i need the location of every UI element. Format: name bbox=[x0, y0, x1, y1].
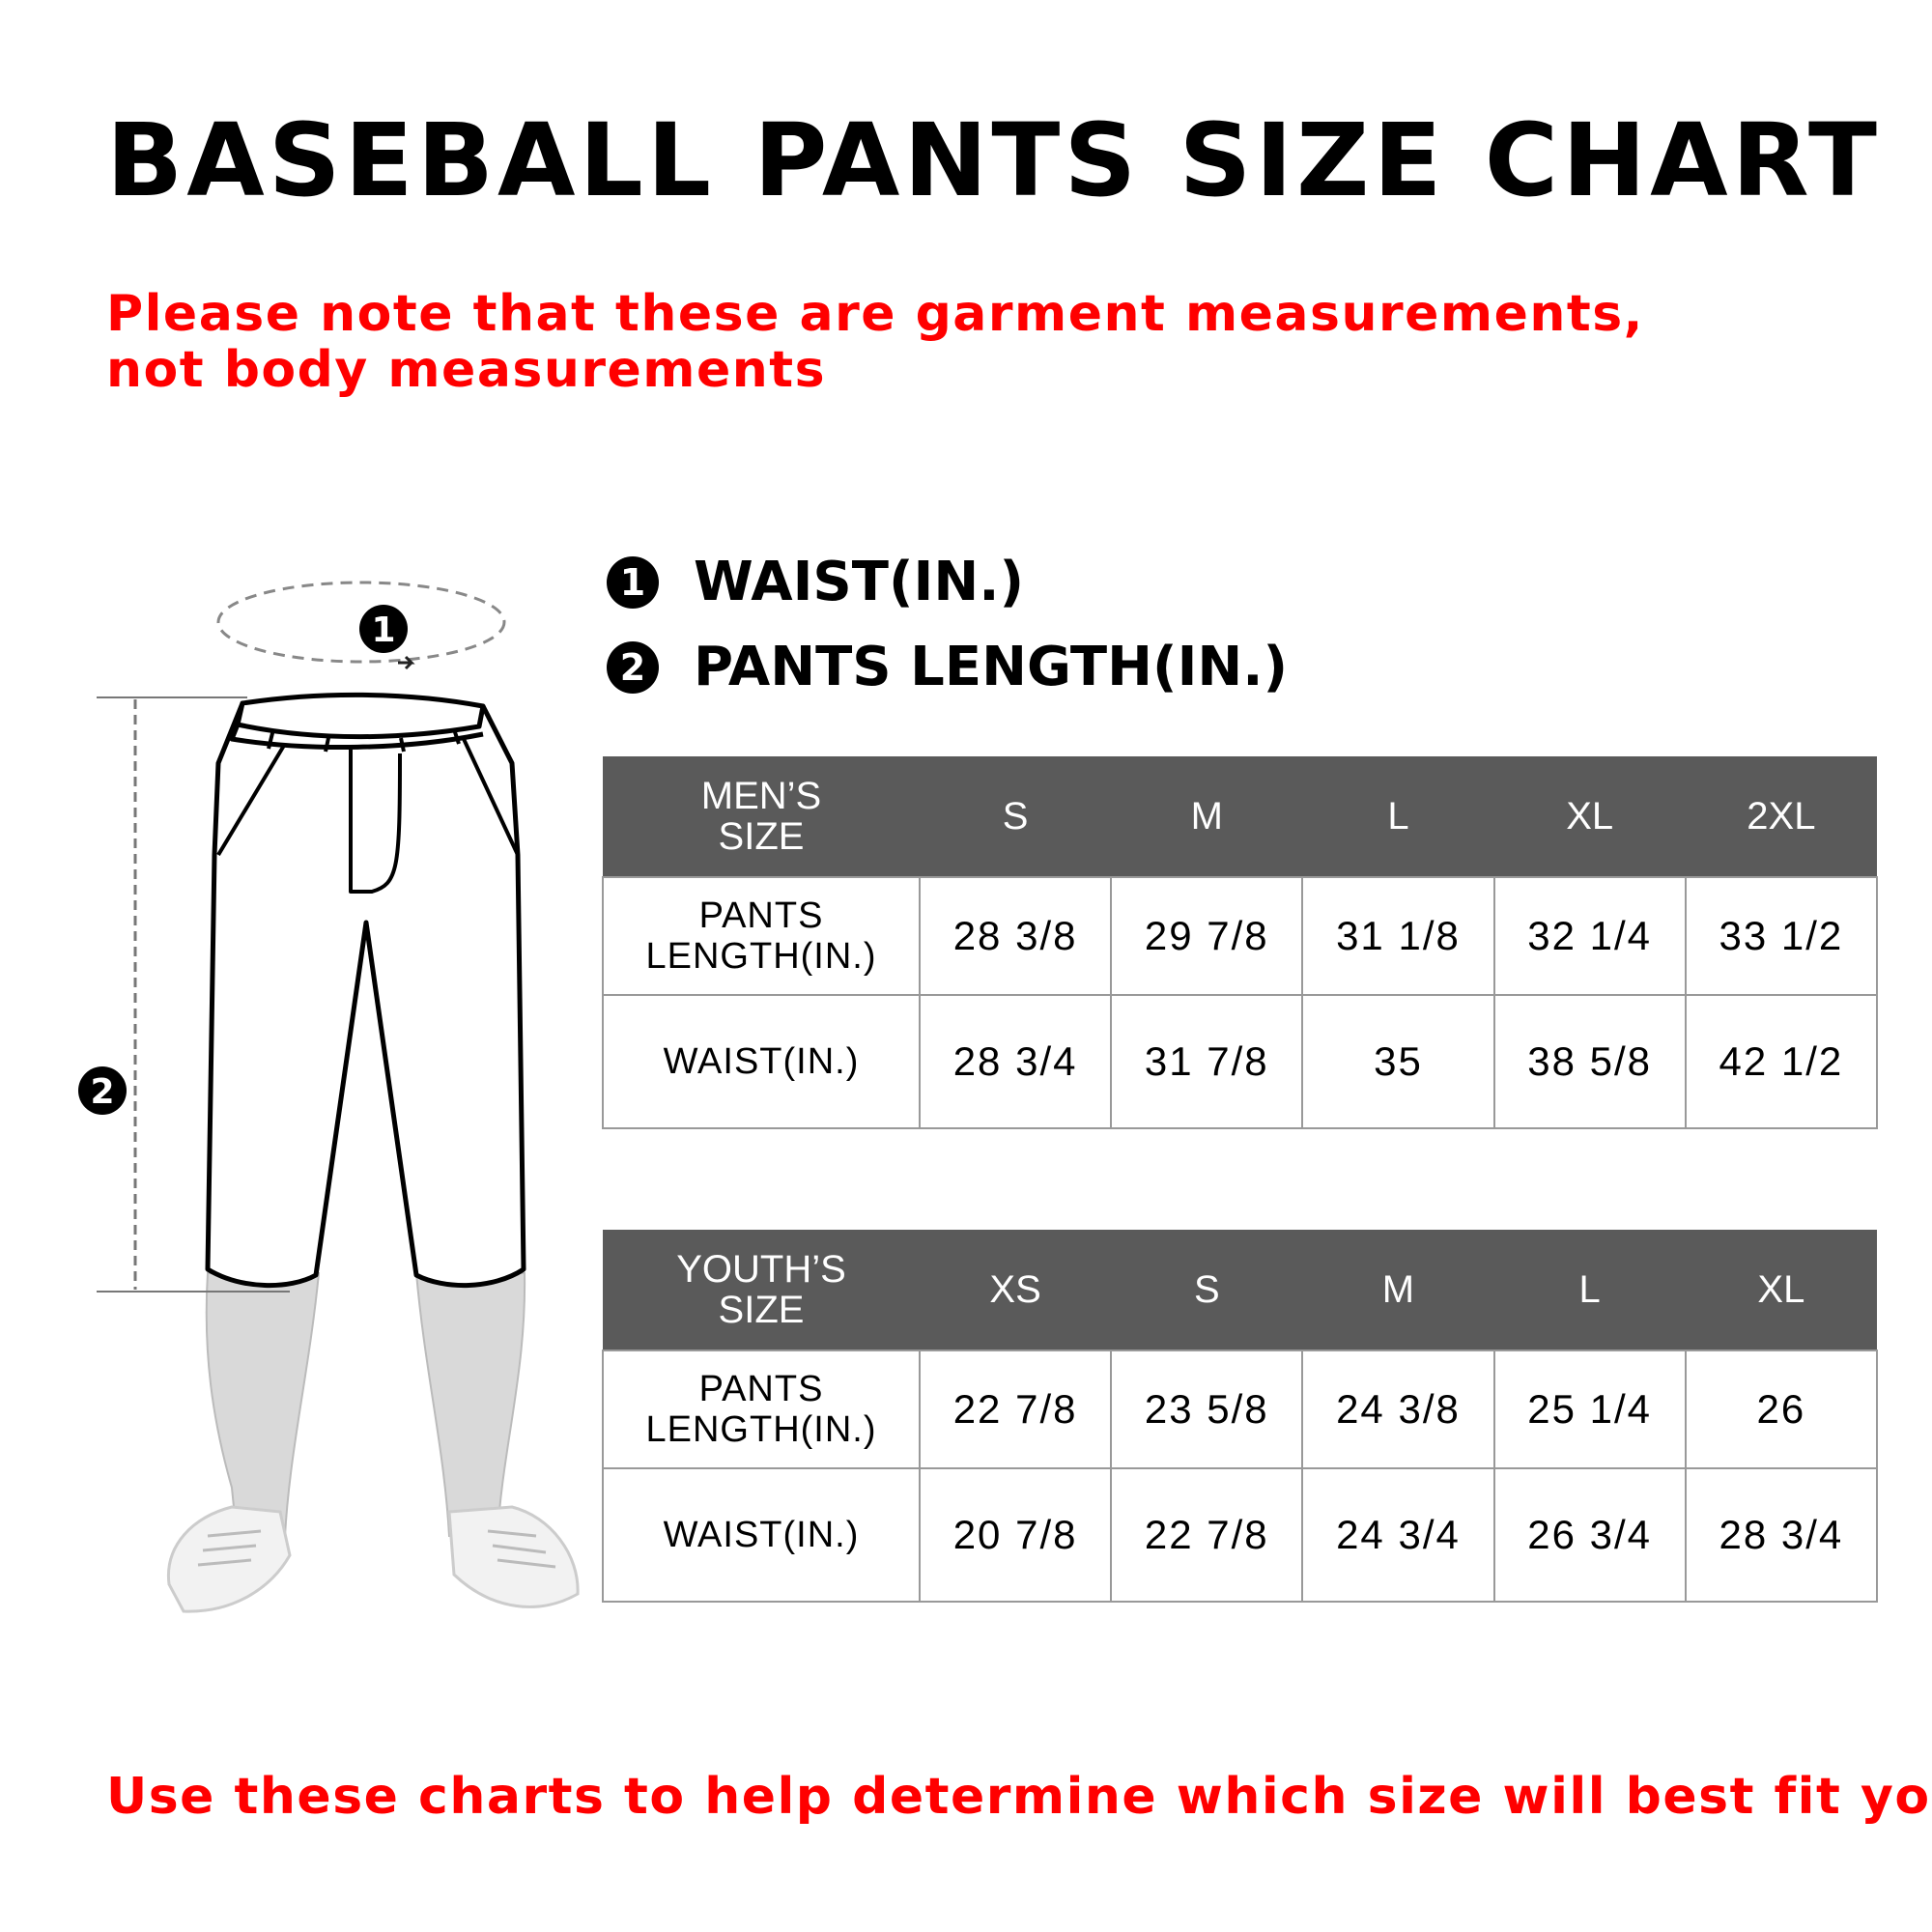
table-cell: 32 1/4 bbox=[1492, 876, 1687, 996]
header-cell: M bbox=[1302, 1230, 1494, 1350]
table-cell: 24 3/8 bbox=[1301, 1350, 1495, 1469]
waist-measure-ellipse bbox=[216, 581, 506, 664]
arrow-icon bbox=[398, 655, 415, 670]
table-cell: 35 bbox=[1301, 994, 1495, 1129]
row-label: WAIST(IN.) bbox=[602, 994, 921, 1129]
table-cell: 28 3/4 bbox=[1684, 1467, 1879, 1603]
shoe-right-icon bbox=[447, 1505, 580, 1608]
table-cell: 22 7/8 bbox=[918, 1350, 1113, 1469]
number-1-icon: 1 bbox=[607, 555, 659, 609]
garment-note: Please note that these are garment measu… bbox=[106, 285, 1644, 399]
pants-outline bbox=[205, 692, 526, 1289]
legend-waist: 1 WAIST(IN.) bbox=[607, 551, 1024, 613]
header-cell: L bbox=[1493, 1230, 1686, 1350]
table-cell: 28 3/4 bbox=[918, 994, 1113, 1129]
shoe-left-icon bbox=[166, 1505, 292, 1613]
table-cell: 25 1/4 bbox=[1492, 1350, 1687, 1469]
youth-size-table: YOUTH’S SIZE XS S M L XL PANTS LENGTH(IN… bbox=[602, 1230, 1879, 1603]
pants-diagram: 1 2 bbox=[78, 581, 580, 1613]
table-cell: 28 3/8 bbox=[918, 876, 1113, 996]
sock-left bbox=[205, 1272, 321, 1537]
table-header-row: MEN’S SIZE S M L XL 2XL bbox=[603, 756, 1877, 877]
badge-length-icon: 2 bbox=[78, 1066, 127, 1115]
table-cell: 38 5/8 bbox=[1492, 994, 1687, 1129]
legend-pants-length: 2 PANTS LENGTH(IN.) bbox=[607, 636, 1288, 698]
table-cell: 31 7/8 bbox=[1110, 994, 1304, 1129]
legend-label: WAIST(IN.) bbox=[694, 551, 1025, 613]
svg-text:2: 2 bbox=[90, 1072, 114, 1112]
svg-text:1: 1 bbox=[371, 611, 395, 650]
table-cell: 33 1/2 bbox=[1684, 876, 1879, 996]
header-cell: S bbox=[920, 756, 1112, 877]
header-cell: S bbox=[1111, 1230, 1303, 1350]
header-cell: XL bbox=[1685, 1230, 1877, 1350]
table-row: PANTS LENGTH(IN.) 28 3/8 29 7/8 31 1/8 3… bbox=[602, 876, 1879, 996]
legend-label: PANTS LENGTH(IN.) bbox=[694, 636, 1289, 698]
header-cell: 2XL bbox=[1685, 756, 1877, 877]
table-row: WAIST(IN.) 20 7/8 22 7/8 24 3/4 26 3/4 2… bbox=[602, 1467, 1879, 1603]
number-2-icon: 2 bbox=[607, 640, 659, 694]
sock-right bbox=[414, 1272, 526, 1537]
header-cell: MEN’S SIZE bbox=[603, 756, 920, 877]
footer-note: Use these charts to help determine which… bbox=[106, 1768, 1932, 1826]
header-cell: YOUTH’S SIZE bbox=[603, 1230, 920, 1350]
row-label: WAIST(IN.) bbox=[602, 1467, 921, 1603]
table-cell: 31 1/8 bbox=[1301, 876, 1495, 996]
page-title: BASEBALL PANTS SIZE CHART bbox=[106, 101, 1881, 219]
table-header-row: YOUTH’S SIZE XS S M L XL bbox=[603, 1230, 1877, 1350]
mens-size-table: MEN’S SIZE S M L XL 2XL PANTS LENGTH(IN.… bbox=[602, 756, 1879, 1129]
table-cell: 20 7/8 bbox=[918, 1467, 1113, 1603]
table-cell: 23 5/8 bbox=[1110, 1350, 1304, 1469]
table-cell: 29 7/8 bbox=[1110, 876, 1304, 996]
length-dimension-line bbox=[97, 696, 290, 1293]
table-cell: 26 3/4 bbox=[1492, 1467, 1687, 1603]
table-cell: 24 3/4 bbox=[1301, 1467, 1495, 1603]
table-cell: 42 1/2 bbox=[1684, 994, 1879, 1129]
table-row: PANTS LENGTH(IN.) 22 7/8 23 5/8 24 3/8 2… bbox=[602, 1350, 1879, 1469]
header-cell: M bbox=[1111, 756, 1303, 877]
header-cell: XS bbox=[920, 1230, 1112, 1350]
table-cell: 26 bbox=[1684, 1350, 1879, 1469]
row-label: PANTS LENGTH(IN.) bbox=[602, 1350, 921, 1469]
header-cell: XL bbox=[1493, 756, 1686, 877]
table-row: WAIST(IN.) 28 3/4 31 7/8 35 38 5/8 42 1/… bbox=[602, 994, 1879, 1129]
badge-waist-icon: 1 bbox=[359, 605, 408, 653]
table-cell: 22 7/8 bbox=[1110, 1467, 1304, 1603]
header-cell: L bbox=[1302, 756, 1494, 877]
row-label: PANTS LENGTH(IN.) bbox=[602, 876, 921, 996]
